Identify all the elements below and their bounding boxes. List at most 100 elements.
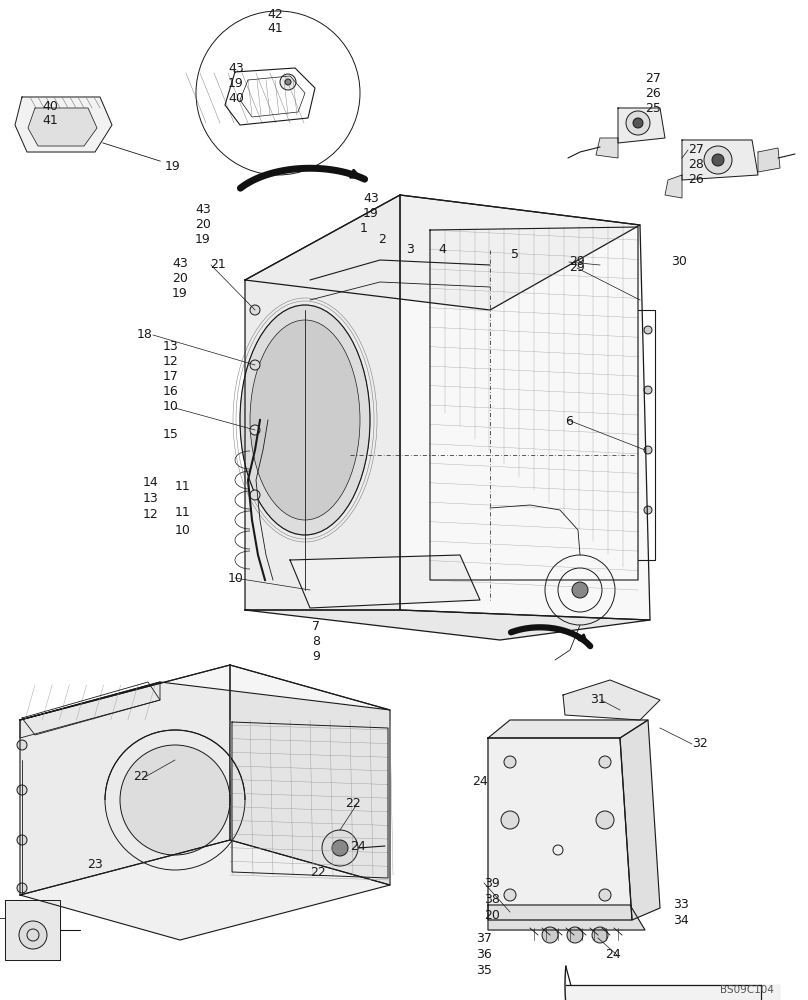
Circle shape — [572, 582, 588, 598]
Polygon shape — [20, 665, 390, 720]
Ellipse shape — [250, 320, 360, 520]
Text: 24: 24 — [605, 948, 621, 961]
Polygon shape — [245, 610, 650, 640]
Text: 8: 8 — [312, 635, 320, 648]
Polygon shape — [565, 966, 780, 1000]
Text: 38: 38 — [484, 893, 500, 906]
Text: 2: 2 — [378, 233, 386, 246]
Polygon shape — [665, 175, 682, 198]
Text: 33: 33 — [673, 898, 688, 911]
Text: 26: 26 — [688, 173, 704, 186]
Circle shape — [17, 785, 27, 795]
Circle shape — [592, 927, 608, 943]
Circle shape — [504, 889, 516, 901]
Circle shape — [596, 811, 614, 829]
Circle shape — [250, 305, 260, 315]
Circle shape — [542, 927, 558, 943]
Text: 13: 13 — [163, 340, 179, 353]
Polygon shape — [290, 555, 480, 608]
Circle shape — [17, 835, 27, 845]
Text: 1: 1 — [360, 222, 368, 235]
Polygon shape — [245, 195, 400, 610]
Text: 6: 6 — [565, 415, 573, 428]
Circle shape — [17, 740, 27, 750]
Circle shape — [712, 154, 724, 166]
Text: 39: 39 — [484, 877, 500, 890]
Circle shape — [280, 74, 296, 90]
Text: 43: 43 — [195, 203, 211, 216]
Polygon shape — [20, 682, 160, 738]
Text: 30: 30 — [671, 255, 687, 268]
Circle shape — [250, 490, 260, 500]
Text: 19: 19 — [363, 207, 379, 220]
Text: 10: 10 — [163, 400, 179, 413]
Polygon shape — [488, 738, 632, 920]
Text: 41: 41 — [267, 22, 283, 35]
Circle shape — [704, 146, 732, 174]
Text: 41: 41 — [42, 114, 57, 127]
Circle shape — [120, 745, 230, 855]
Circle shape — [322, 830, 358, 866]
Text: 16: 16 — [163, 385, 179, 398]
Text: 27: 27 — [645, 72, 661, 85]
Polygon shape — [230, 665, 390, 885]
Text: 32: 32 — [692, 737, 708, 750]
Polygon shape — [488, 905, 645, 930]
Text: 24: 24 — [472, 775, 488, 788]
Text: 22: 22 — [310, 866, 326, 879]
Polygon shape — [563, 680, 660, 720]
Text: 31: 31 — [590, 693, 606, 706]
Text: 22: 22 — [345, 797, 360, 810]
Polygon shape — [596, 138, 618, 158]
Polygon shape — [5, 900, 60, 960]
Text: 43: 43 — [172, 257, 187, 270]
Text: 42: 42 — [267, 8, 283, 21]
Text: 18: 18 — [137, 328, 153, 341]
Polygon shape — [20, 665, 230, 895]
Text: 19: 19 — [165, 160, 181, 173]
Circle shape — [17, 883, 27, 893]
Circle shape — [644, 386, 652, 394]
Text: 27: 27 — [688, 143, 704, 156]
Text: 20: 20 — [195, 218, 211, 231]
Text: 28: 28 — [688, 158, 704, 171]
Text: 10: 10 — [228, 572, 244, 585]
Circle shape — [626, 111, 650, 135]
Circle shape — [250, 425, 260, 435]
Circle shape — [599, 889, 611, 901]
Text: BS09C104: BS09C104 — [720, 985, 774, 995]
Polygon shape — [620, 720, 660, 920]
Text: 36: 36 — [476, 948, 492, 961]
Text: 10: 10 — [175, 524, 191, 537]
Text: 14: 14 — [143, 476, 158, 489]
Polygon shape — [488, 720, 648, 738]
Text: 17: 17 — [163, 370, 179, 383]
Ellipse shape — [240, 305, 370, 535]
Text: 19: 19 — [195, 233, 211, 246]
Text: 29: 29 — [569, 255, 585, 268]
Text: 12: 12 — [143, 508, 158, 521]
Text: 43: 43 — [363, 192, 379, 205]
Text: 34: 34 — [673, 914, 688, 927]
Circle shape — [644, 506, 652, 514]
Text: 7: 7 — [312, 620, 320, 633]
Text: 5: 5 — [511, 248, 519, 261]
Text: 19: 19 — [172, 287, 187, 300]
Text: 12: 12 — [163, 355, 179, 368]
Circle shape — [332, 840, 348, 856]
Text: 20: 20 — [172, 272, 188, 285]
Polygon shape — [245, 195, 640, 310]
Text: 40: 40 — [228, 92, 244, 105]
Text: 35: 35 — [476, 964, 492, 977]
Text: 11: 11 — [175, 506, 191, 519]
Text: 23: 23 — [87, 858, 103, 871]
Circle shape — [644, 326, 652, 334]
Text: 9: 9 — [312, 650, 320, 663]
Polygon shape — [758, 148, 780, 172]
Text: 29: 29 — [569, 261, 585, 274]
Polygon shape — [15, 97, 112, 152]
Circle shape — [599, 756, 611, 768]
Circle shape — [285, 79, 291, 85]
Text: 37: 37 — [476, 932, 492, 945]
Text: 25: 25 — [645, 102, 661, 115]
